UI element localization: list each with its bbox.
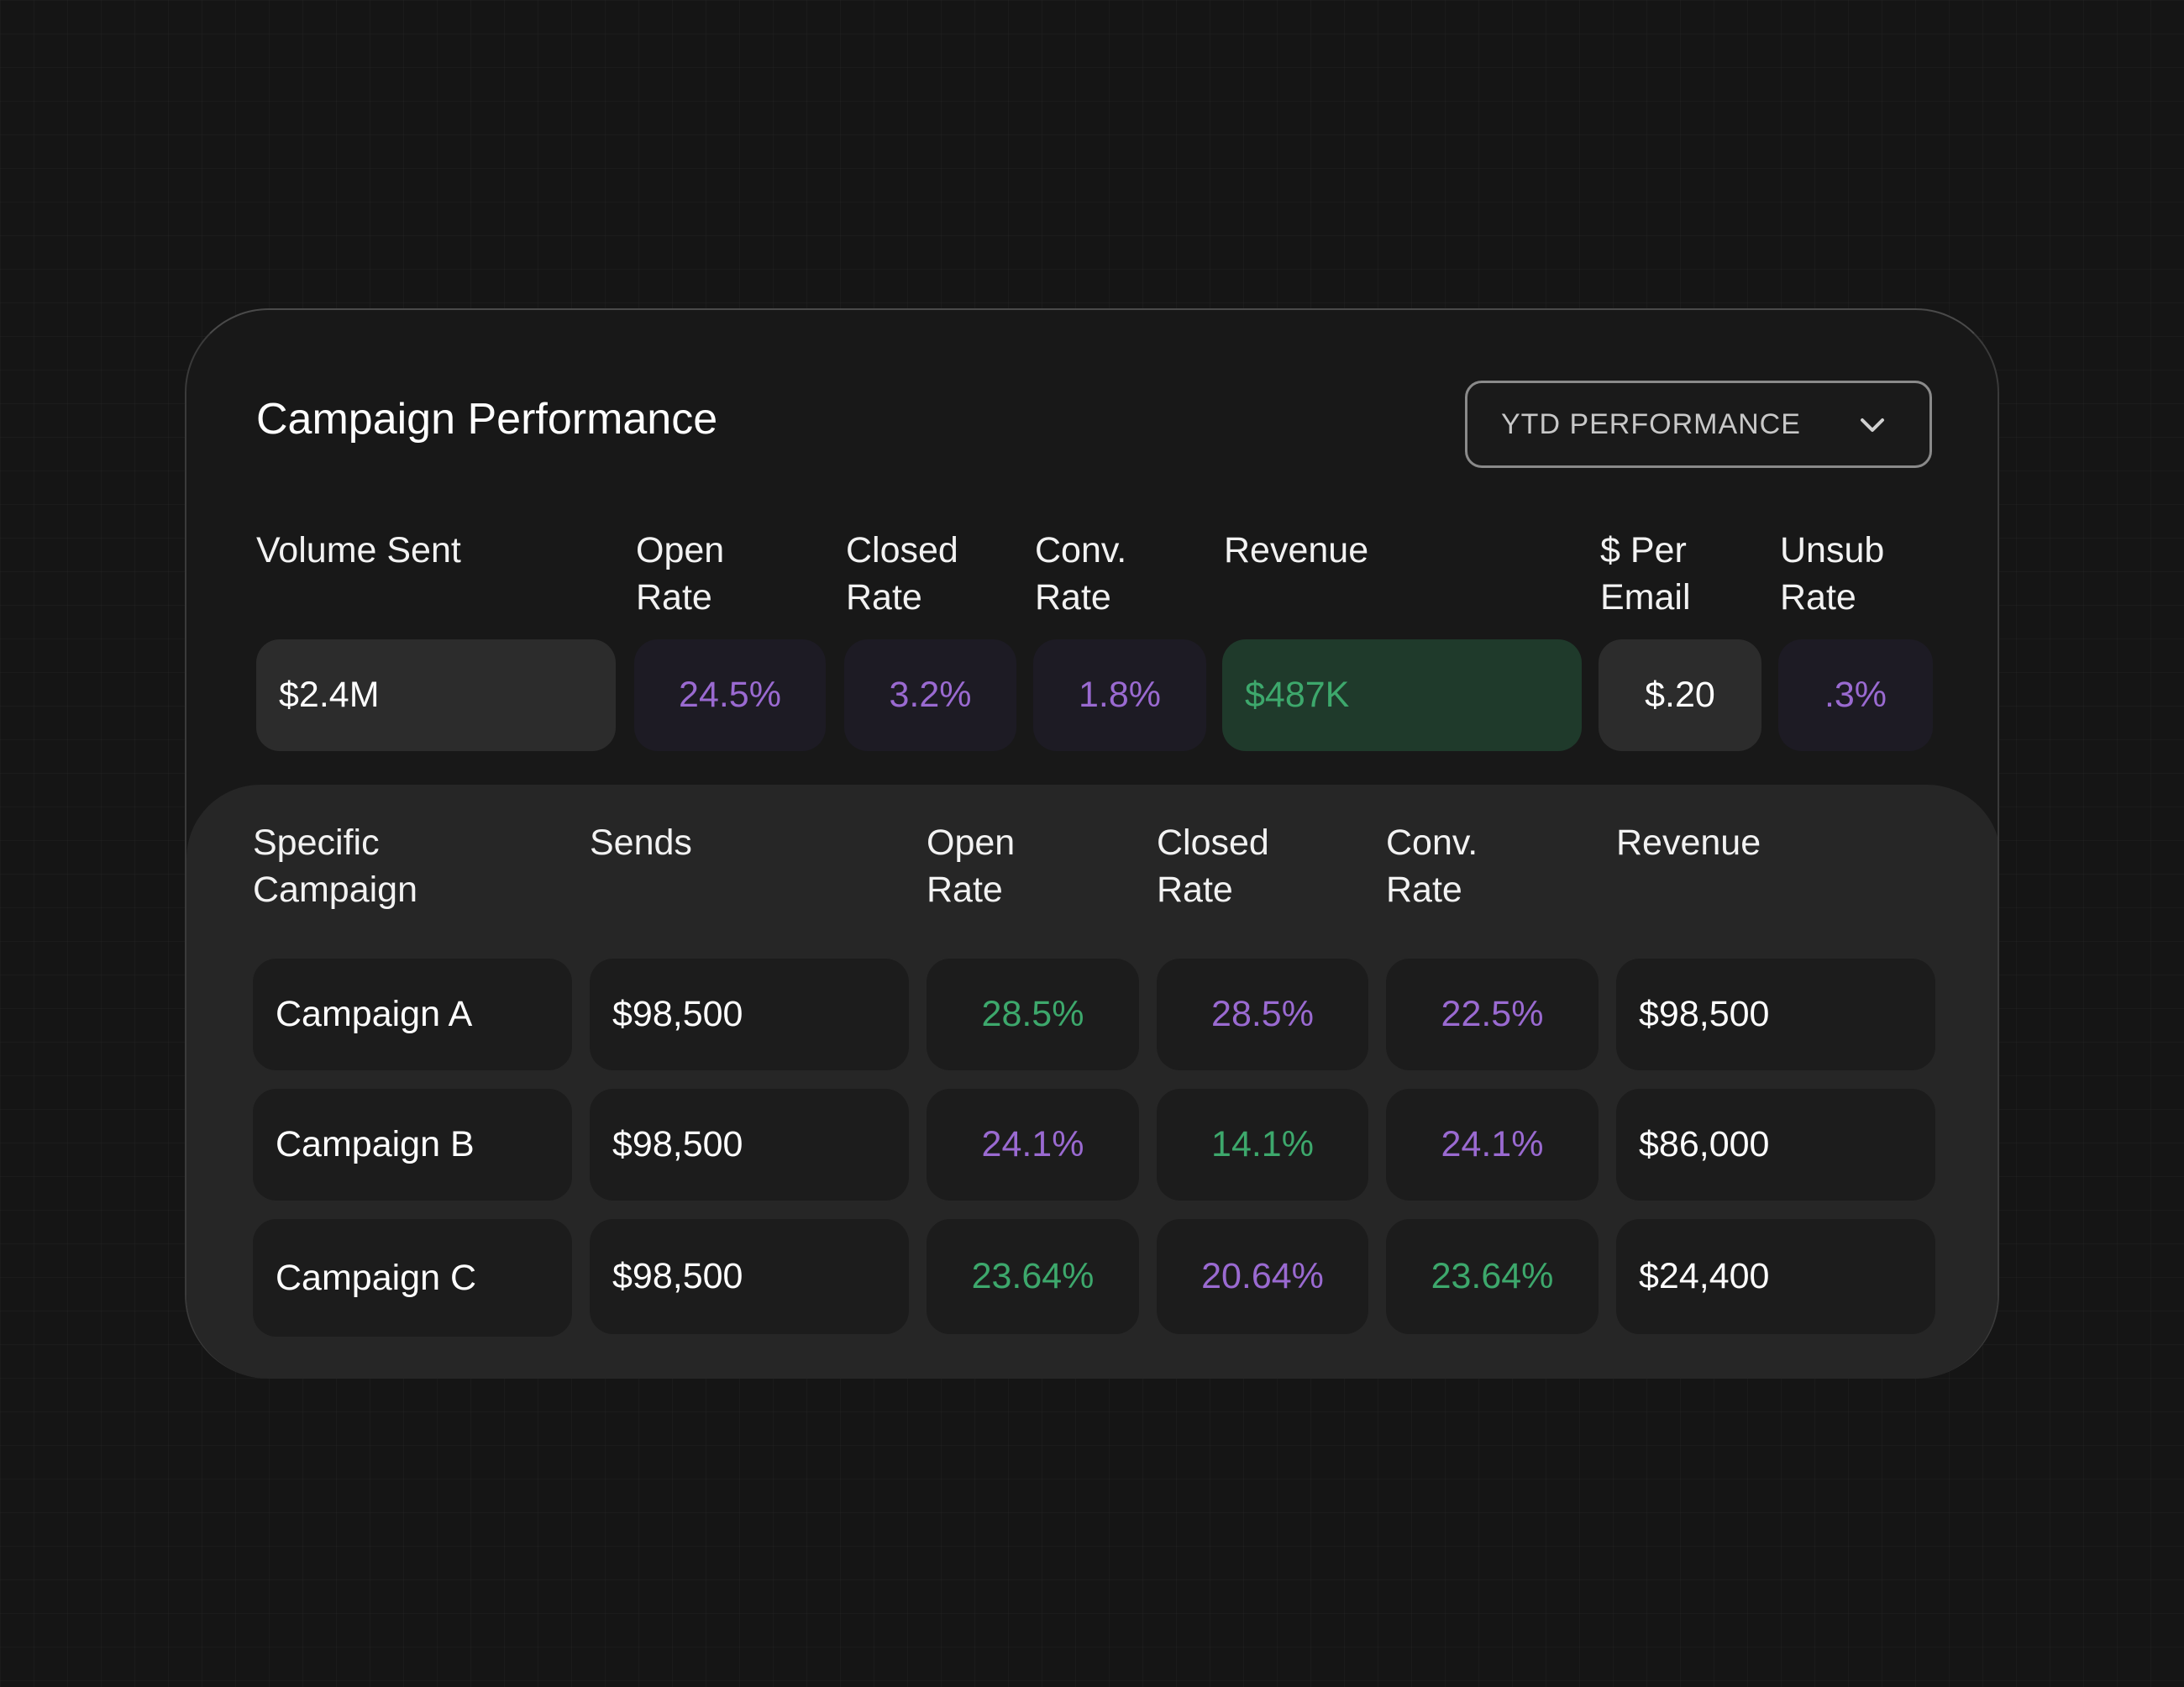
table-row-c-sends: $98,500 bbox=[590, 1219, 909, 1334]
table-header-conv-rate: Conv. Rate bbox=[1386, 822, 1478, 910]
summary-header-revenue: Revenue bbox=[1224, 530, 1369, 570]
table-row-b-closed-rate: 14.1% bbox=[1157, 1089, 1368, 1201]
summary-value-per-email: $.20 bbox=[1599, 639, 1761, 751]
summary-header-closed-rate: Closed Rate bbox=[846, 530, 958, 618]
summary-header-volume-sent: Volume Sent bbox=[256, 530, 461, 570]
summary-value-volume-sent: $2.4M bbox=[256, 639, 616, 751]
table-header-closed-rate: Closed Rate bbox=[1157, 822, 1269, 910]
summary-header-open-rate: Open Rate bbox=[636, 530, 725, 618]
page-title: Campaign Performance bbox=[256, 395, 718, 444]
campaign-performance-card: Campaign Performance YTD PERFORMANCE Vol… bbox=[185, 308, 1999, 1379]
summary-value-conv-rate: 1.8% bbox=[1033, 639, 1206, 751]
table-row-b-sends: $98,500 bbox=[590, 1089, 909, 1201]
summary-value-unsub-rate: .3% bbox=[1778, 639, 1933, 751]
table-row-a-open-rate: 28.5% bbox=[927, 959, 1139, 1070]
table-header-open-rate: Open Rate bbox=[927, 822, 1016, 910]
table-row-c-revenue: $24,400 bbox=[1616, 1219, 1935, 1334]
table-header-specific-campaign: Specific Campaign bbox=[253, 822, 417, 910]
summary-header-conv-rate: Conv. Rate bbox=[1035, 530, 1127, 618]
summary-header-unsub-rate: Unsub Rate bbox=[1780, 530, 1885, 618]
chevron-down-icon bbox=[1861, 418, 1884, 432]
summary-value-closed-rate: 3.2% bbox=[844, 639, 1016, 751]
table-row-b-conv-rate: 24.1% bbox=[1386, 1089, 1599, 1201]
table-row-a-sends: $98,500 bbox=[590, 959, 909, 1070]
table-row-c-conv-rate: 23.64% bbox=[1386, 1219, 1599, 1334]
table-header-revenue: Revenue bbox=[1616, 822, 1761, 863]
summary-value-open-rate: 24.5% bbox=[634, 639, 826, 751]
period-dropdown-label: YTD PERFORMANCE bbox=[1501, 408, 1801, 440]
period-dropdown[interactable]: YTD PERFORMANCE bbox=[1465, 381, 1932, 468]
table-row-c-open-rate: 23.64% bbox=[927, 1219, 1139, 1334]
table-row-c-closed-rate: 20.64% bbox=[1157, 1219, 1368, 1334]
table-row-b-name[interactable]: Campaign B bbox=[253, 1089, 572, 1201]
campaign-table: Specific Campaign Sends Open Rate Closed… bbox=[186, 785, 1998, 1379]
table-row-a-name[interactable]: Campaign A bbox=[253, 959, 572, 1070]
table-row-a-closed-rate: 28.5% bbox=[1157, 959, 1368, 1070]
summary-header-per-email: $ Per Email bbox=[1600, 530, 1691, 618]
table-row-b-revenue: $86,000 bbox=[1616, 1089, 1935, 1201]
table-row-a-revenue: $98,500 bbox=[1616, 959, 1935, 1070]
summary-value-revenue: $487K bbox=[1222, 639, 1582, 751]
table-header-sends: Sends bbox=[590, 822, 692, 863]
table-row-c-name[interactable]: Campaign C bbox=[253, 1219, 572, 1337]
table-row-b-open-rate: 24.1% bbox=[927, 1089, 1139, 1201]
table-row-a-conv-rate: 22.5% bbox=[1386, 959, 1599, 1070]
